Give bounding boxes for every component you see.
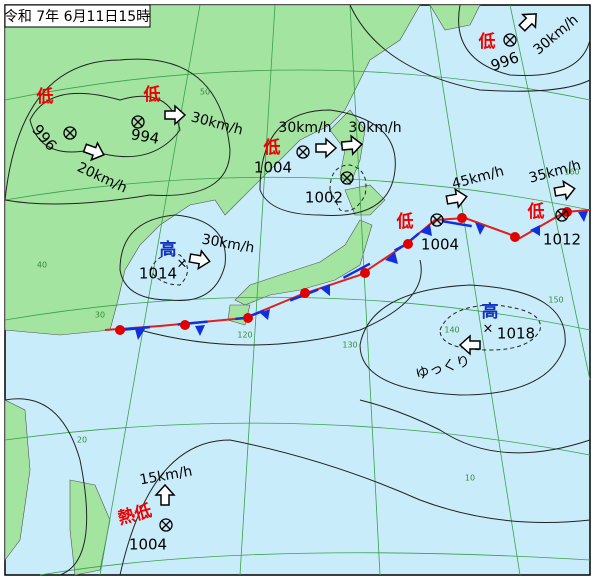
system-kind: 低 <box>478 31 496 52</box>
grid-label: 30 <box>95 311 105 320</box>
center-mark: × <box>483 322 494 337</box>
grid-label: 50 <box>200 88 210 97</box>
grid-label: 130 <box>342 341 357 350</box>
isobar <box>359 284 566 396</box>
center-mark: × <box>177 257 188 272</box>
title: 令和 7年 6月11日15時 <box>4 9 150 25</box>
longitude-lines <box>99 4 591 576</box>
pressure: 1012 <box>543 231 581 249</box>
grid-label: 10 <box>465 474 475 483</box>
pressure: 1002 <box>305 189 343 207</box>
isobar <box>4 398 591 576</box>
isobar <box>4 58 231 205</box>
system-kind: 高 <box>482 301 499 322</box>
speed: 30km/h <box>348 120 401 136</box>
title-box <box>4 4 151 28</box>
grid-label: 150 <box>548 296 563 305</box>
pressure: 1014 <box>139 265 177 283</box>
cold-front <box>119 218 496 332</box>
front-symbols <box>115 207 572 335</box>
system-kind: 低 <box>263 137 281 158</box>
pressure: 1004 <box>421 236 459 254</box>
philippines <box>69 479 111 576</box>
isobar <box>119 214 226 302</box>
isobar <box>259 109 396 216</box>
grid-label: 120 <box>237 331 252 340</box>
continent <box>4 4 421 336</box>
pressure: 994 <box>129 125 160 148</box>
isobar <box>29 92 181 158</box>
pressure: 1004 <box>254 159 292 177</box>
isobar <box>139 259 591 454</box>
system-kind: 低 <box>36 86 54 107</box>
system-kind: 高 <box>160 239 177 260</box>
isobar <box>349 4 591 92</box>
grid-label: 160 <box>564 168 579 177</box>
system-kind: 低 <box>396 211 414 232</box>
southeast-asia <box>4 399 31 561</box>
grid-label: 140 <box>444 326 459 335</box>
speed: 30km/h <box>278 120 331 136</box>
grid-label: 40 <box>37 261 47 270</box>
kamchatka <box>429 4 481 31</box>
system-kind: 低 <box>143 84 161 105</box>
system-kind: 低 <box>527 201 545 222</box>
pressure: 1004 <box>129 536 167 554</box>
pressure: 1018 <box>497 325 535 343</box>
isobar <box>329 164 367 212</box>
grid-label: 20 <box>77 436 87 445</box>
